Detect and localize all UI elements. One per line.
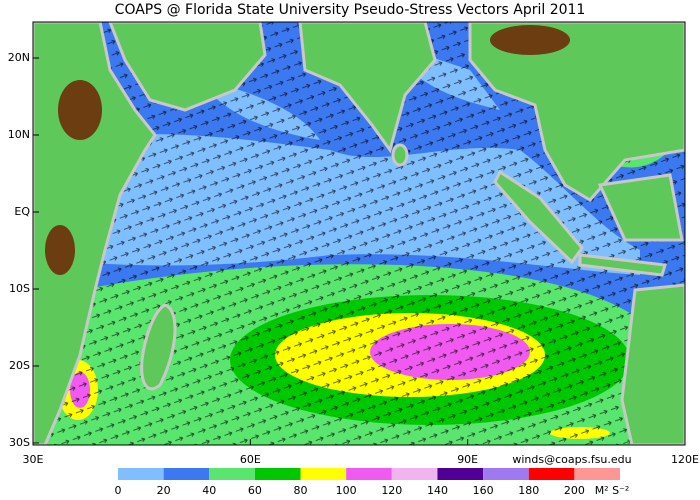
- colorbar-segment: [391, 468, 438, 480]
- colorbar-segment: [118, 468, 164, 480]
- colorbar-label: 160: [473, 484, 494, 497]
- y-tick-label: 10N: [8, 128, 30, 141]
- colorbar-unit: M² S⁻²: [595, 484, 630, 497]
- x-tick-label: 60E: [240, 453, 261, 466]
- colorbar-label: 100: [336, 484, 357, 497]
- y-tick-label: 10S: [9, 282, 30, 295]
- colorbar-segment: [209, 468, 255, 480]
- x-tick-label: 30E: [23, 453, 44, 466]
- y-tick-label: 20S: [9, 359, 30, 372]
- colorbar-label: 140: [427, 484, 448, 497]
- colorbar-label: 200: [564, 484, 585, 497]
- title: COAPS @ Florida State University Pseudo-…: [115, 2, 586, 18]
- colorbar-segment: [346, 468, 392, 480]
- colorbar-label: 60: [248, 484, 262, 497]
- colorbar-label: 180: [518, 484, 539, 497]
- x-tick-label: 120E: [671, 453, 699, 466]
- y-tick-label: EQ: [14, 205, 30, 218]
- highlands: [45, 25, 570, 275]
- colorbar-segment: [574, 468, 620, 480]
- y-tick-label: 30S: [9, 436, 30, 449]
- colorbar-segment: [483, 468, 529, 480]
- colorbar-label: 0: [115, 484, 122, 497]
- colorbar-label: 40: [202, 484, 216, 497]
- colorbar-label: 120: [381, 484, 402, 497]
- x-tick-label: 90E: [457, 453, 478, 466]
- colorbar-segment: [437, 468, 484, 480]
- colorbar-label: 20: [157, 484, 171, 497]
- map-frame: [32, 21, 686, 446]
- credit: winds@coaps.fsu.edu: [512, 453, 631, 466]
- map: [33, 22, 685, 445]
- y-tick-label: 20N: [8, 51, 30, 64]
- colorbar-segment: [300, 468, 347, 480]
- colorbar-segment: [528, 468, 575, 480]
- colorbar-segment: [163, 468, 210, 480]
- colorbar-segment: [254, 468, 301, 480]
- colorbar-label: 80: [294, 484, 308, 497]
